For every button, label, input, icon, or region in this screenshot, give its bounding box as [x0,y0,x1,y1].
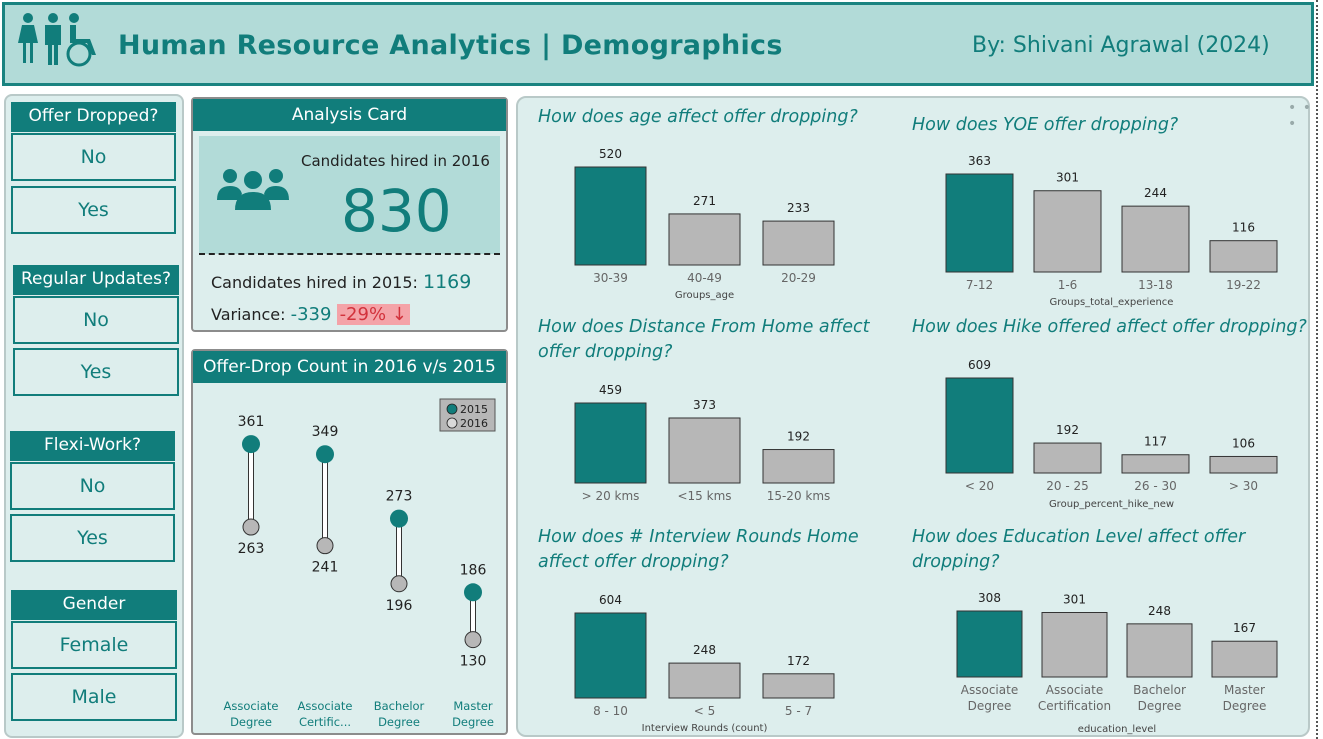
question-distance-line-1: How does Distance From Home affect [538,317,870,337]
question-rounds-line-1: How does # Interview Rounds Home [538,527,859,547]
dumbbell-label-2015: 186 [460,562,487,578]
hired-2016-label: Candidates hired in 2016 [301,152,490,170]
dumbbell-category-label: Master [453,699,493,713]
dumbbell-category-label: Degree [452,715,494,729]
offer-drop-comparison-title: Offer-Drop Count in 2016 v/s 2015 [193,351,506,383]
dumbbell-label-2015: 361 [238,414,265,430]
dumbbell-item: 349 241 Associate Certific... [297,424,352,729]
dumbbell-category-label: Associate [297,699,352,713]
dumbbell-point-2015[interactable] [242,435,260,454]
dumbbell-category-label: Degree [230,715,272,729]
legend-label-2016: 2016 [460,417,488,430]
dumbbell-point-2015[interactable] [464,583,482,602]
slicer-option-offer-dropped-no[interactable]: No [11,133,176,181]
slicer-option-offer-dropped-yes[interactable]: Yes [11,186,176,234]
more-options-icon[interactable]: • • • [1288,100,1312,132]
question-education-line-2: dropping? [912,552,1000,572]
dumbbell-category-label: Associate [223,699,278,713]
hired-2015-label: Candidates hired in 2015: [211,273,418,292]
legend-swatch-2016 [446,417,458,429]
header-banner [2,2,1314,86]
question-rounds: How does # Interview Rounds Home affect … [538,525,859,575]
dumbbell-connector [396,518,402,585]
question-education: How does Education Level affect offer dr… [912,525,1245,575]
question-yoe: How does YOE offer dropping? [912,115,1179,135]
variance-pct-badge: -29% ↓ [336,304,410,325]
dumbbell-point-2016[interactable] [316,537,334,555]
slicer-option-regular-updates-no[interactable]: No [13,296,179,344]
dumbbell-category-label: Bachelor [374,699,425,713]
slicer-option-gender-male[interactable]: Male [11,673,177,721]
dumbbell-label-2016: 241 [312,560,339,576]
dumbbell-item: 273 196 Bachelor Degree [374,489,425,729]
people-accessibility-icon [18,13,96,67]
hired-2015-value: 1169 [423,271,472,293]
dumbbell-connector [248,443,254,528]
dumbbell-point-2015[interactable] [390,509,408,528]
hired-2015-row: Candidates hired in 2015: 1169 [211,271,471,293]
dumbbell-item: 186 130 Master Degree [452,562,494,729]
variance-label: Variance: [211,305,286,324]
page-edge-divider [1316,0,1320,739]
page-title: Human Resource Analytics | Demographics [118,30,783,61]
question-education-line-1: How does Education Level affect offer [912,527,1246,547]
dumbbell-point-2016[interactable] [242,518,260,536]
slicer-title-flexi-work: Flexi-Work? [10,431,175,461]
dumbbell-connector [322,453,328,547]
dumbbell-label-2015: 273 [386,489,413,505]
question-distance-line-2: offer dropping? [538,342,673,362]
dumbbell-label-2015: 349 [312,424,339,440]
analysis-card: Analysis Card Candidates hired in 2016 8… [191,97,508,332]
dumbbell-point-2016[interactable] [390,575,408,593]
author-label: By: Shivani Agrawal (2024) [972,33,1270,58]
dumbbell-label-2016: 196 [386,598,413,614]
hired-2016-value: 830 [341,177,452,245]
question-charts-panel [516,96,1310,737]
slicer-option-regular-updates-yes[interactable]: Yes [13,348,179,396]
slicer-title-gender: Gender [11,590,177,620]
dumbbell-label-2016: 130 [460,654,487,670]
slicer-option-gender-female[interactable]: Female [11,621,177,669]
legend-swatch-2015 [446,403,458,415]
slicer-option-flexi-work-yes[interactable]: Yes [10,514,175,562]
card-divider [199,253,500,255]
dumbbell-label-2016: 263 [238,541,265,557]
slicer-title-offer-dropped: Offer Dropped? [11,102,176,132]
slicer-option-flexi-work-no[interactable]: No [10,462,175,510]
dumbbell-category-label: Degree [378,715,420,729]
dumbbell-point-2016[interactable] [464,631,482,649]
variance-row: Variance: -339 -29% ↓ [211,304,410,325]
analysis-card-title: Analysis Card [193,99,506,131]
variance-value: -339 [290,304,332,325]
dumbbell-category-label: Certific... [299,715,351,729]
dumbbell-point-2015[interactable] [316,445,334,464]
hired-2016-tile: Candidates hired in 2016 830 [199,136,500,254]
dumbbell-item: 361 263 Associate Degree [223,414,278,729]
question-distance: How does Distance From Home affect offer… [538,315,870,365]
dumbbell-chart: 361 263 Associate Degree 349 241 Associate Cert… [223,398,496,729]
slicer-title-regular-updates: Regular Updates? [13,265,179,295]
question-rounds-line-2: affect offer dropping? [538,552,729,572]
legend-label-2015: 2015 [460,403,488,416]
question-hike: How does Hike offered affect offer dropp… [912,317,1307,337]
question-age: How does age affect offer dropping? [538,107,858,127]
people-group-icon [217,169,289,210]
